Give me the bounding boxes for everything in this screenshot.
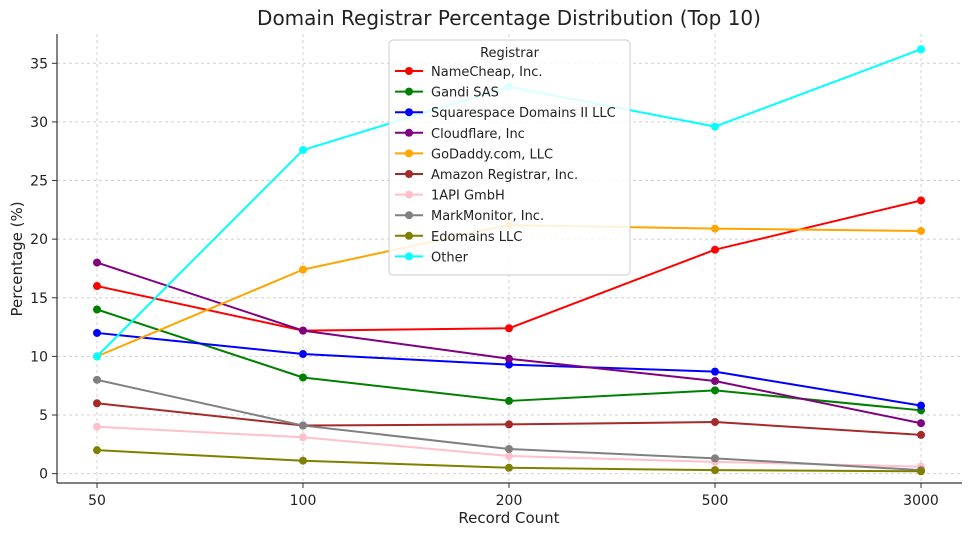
y-axis-label: Percentage (%) [8, 201, 26, 316]
data-point [505, 360, 513, 369]
x-tick-label: 3000 [903, 493, 939, 509]
legend-item: Amazon Registrar, Inc. [395, 168, 578, 183]
legend-item: Other [395, 250, 469, 265]
data-point [505, 354, 513, 363]
data-point [505, 324, 513, 333]
data-point [299, 373, 307, 382]
x-tick-label: 200 [496, 493, 523, 509]
legend-box [388, 39, 631, 276]
data-point [93, 422, 101, 431]
legend-label: Squarespace Domains II LLC [431, 106, 616, 121]
data-point [917, 196, 925, 205]
legend-label: GoDaddy.com, LLC [431, 147, 553, 162]
legend-label: Gandi SAS [431, 86, 499, 101]
data-point [917, 419, 925, 428]
legend-label: Amazon Registrar, Inc. [431, 168, 578, 183]
legend-swatch-marker [405, 231, 413, 240]
legend-item: GoDaddy.com, LLC [395, 147, 553, 162]
data-point [505, 452, 513, 461]
data-point [505, 396, 513, 405]
data-point [93, 258, 101, 267]
data-point [299, 433, 307, 442]
data-point [93, 282, 101, 291]
legend-label: Cloudflare, Inc [431, 127, 525, 142]
y-tick-label: 10 [30, 349, 48, 365]
legend-label: MarkMonitor, Inc. [431, 209, 544, 224]
data-point [917, 45, 925, 54]
legend-swatch-marker [405, 190, 413, 199]
data-point [711, 367, 719, 376]
legend-label: 1API GmbH [431, 189, 505, 204]
data-point [299, 456, 307, 465]
legend-swatch-marker [405, 108, 413, 117]
y-tick-label: 25 [30, 174, 48, 190]
data-point [711, 377, 719, 386]
legend-item: MarkMonitor, Inc. [395, 209, 544, 224]
legend: Registrar NameCheap, Inc. Gandi SAS Squares… [388, 39, 631, 276]
data-point [711, 245, 719, 254]
data-point [299, 146, 307, 155]
data-point [505, 463, 513, 472]
legend-item: Gandi SAS [395, 86, 499, 101]
data-point [505, 445, 513, 454]
data-point [711, 122, 719, 131]
x-axis-label: Record Count [458, 509, 559, 527]
data-point [299, 265, 307, 274]
data-point [93, 305, 101, 314]
series-1 [93, 305, 925, 415]
data-point [93, 328, 101, 337]
data-point [711, 466, 719, 475]
series-8 [93, 446, 925, 476]
data-point [917, 430, 925, 439]
data-point [299, 326, 307, 335]
data-point [917, 226, 925, 235]
legend-item: NameCheap, Inc. [395, 65, 543, 80]
data-point [917, 467, 925, 476]
legend-swatch-marker [405, 128, 413, 137]
y-tick-label: 35 [30, 56, 48, 72]
data-point [299, 421, 307, 430]
data-point [917, 401, 925, 410]
series-3 [93, 258, 925, 428]
series-2 [93, 328, 925, 410]
legend-item: Edomains LLC [395, 230, 522, 245]
x-tick-label: 100 [290, 493, 317, 509]
y-tick-label: 20 [30, 232, 48, 248]
y-tick-label: 15 [30, 291, 48, 307]
data-point [505, 420, 513, 429]
legend-swatch-marker [405, 87, 413, 96]
axes: 0 5 10 15 20 25 30 35 50 100 200 500 3000 [30, 34, 962, 509]
legend-title: Registrar [480, 46, 539, 61]
data-point [711, 386, 719, 395]
x-tick-label: 500 [702, 493, 729, 509]
legend-item: 1API GmbH [395, 189, 505, 204]
x-tick-label: 50 [88, 493, 106, 509]
data-point [711, 224, 719, 233]
data-point [93, 446, 101, 455]
legend-item: Cloudflare, Inc [395, 127, 525, 142]
legend-label: Other [431, 250, 469, 265]
legend-swatch-marker [405, 211, 413, 220]
legend-swatch-marker [405, 252, 413, 261]
legend-swatch-marker [405, 67, 413, 75]
y-tick-label: 5 [39, 408, 48, 424]
data-point [711, 454, 719, 463]
legend-swatch-marker [405, 170, 413, 178]
y-tick-label: 30 [30, 115, 48, 131]
data-point [299, 350, 307, 359]
series-layer [93, 45, 925, 476]
data-point [93, 352, 101, 361]
legend-label: Edomains LLC [431, 230, 522, 245]
data-point [93, 375, 101, 384]
data-point [93, 399, 101, 408]
legend-swatch-marker [405, 149, 413, 158]
y-tick-label: 0 [39, 467, 48, 483]
chart-title: Domain Registrar Percentage Distribution… [257, 6, 761, 30]
data-point [711, 418, 719, 427]
legend-item: Squarespace Domains II LLC [395, 106, 616, 121]
legend-label: NameCheap, Inc. [431, 65, 543, 80]
